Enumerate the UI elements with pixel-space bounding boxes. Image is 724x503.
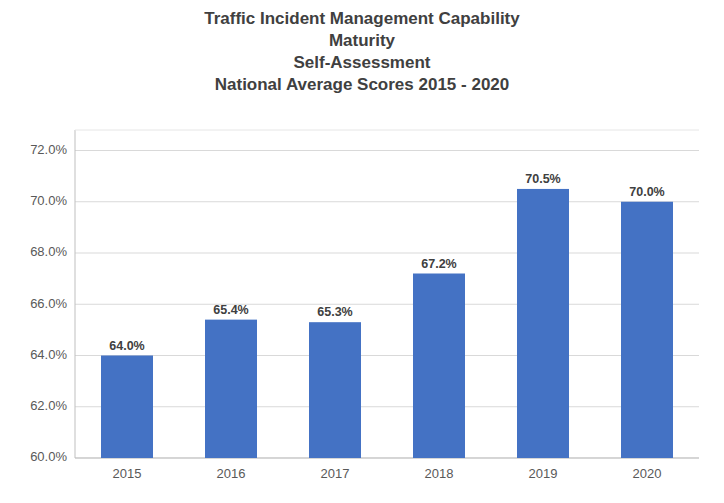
grid-line [75,355,699,356]
x-axis: 2015 2016 2017 2018 2019 2020 [113,466,662,481]
x-tick-label: 2017 [321,466,350,481]
bar [413,274,465,459]
grid-line [75,201,699,202]
y-tick-label: 72.0% [30,142,67,157]
plot-top-edge [75,130,699,131]
x-tick-label: 2020 [633,466,662,481]
grid-line [75,304,699,305]
data-labels: 64.0% 65.4% 65.3% 67.2% 70.5% 70.0% [109,172,664,353]
y-axis-line [75,130,76,458]
data-label: 65.4% [213,303,248,317]
page: {"chart_data": {"type": "bar", "title": … [0,0,724,503]
grid-line [75,458,699,459]
y-tick-label: 64.0% [30,347,67,362]
x-tick-label: 2015 [113,466,142,481]
title-line: Self-Assessment [293,53,430,72]
x-tick-label: 2016 [217,466,246,481]
data-label: 70.5% [525,172,560,186]
data-label: 70.0% [629,185,664,199]
bar [309,322,361,458]
y-tick-label: 68.0% [30,244,67,259]
grid-line [75,406,699,407]
chart-svg: Traffic Incident Management Capability Ma… [0,0,724,503]
bar [205,320,257,458]
bar [101,356,153,459]
data-label: 67.2% [421,257,456,271]
grid-line [75,253,699,254]
grid [75,151,699,459]
y-tick-label: 60.0% [30,449,67,464]
grid-line [75,150,699,151]
x-tick-label: 2019 [529,466,558,481]
y-axis: 60.0% 62.0% 64.0% 66.0% 68.0% 70.0% 72.0% [30,130,699,464]
title-line: Maturity [329,31,396,50]
bar [517,189,569,458]
title-line: Traffic Incident Management Capability [204,9,520,28]
y-tick-label: 70.0% [30,193,67,208]
x-tick-label: 2018 [425,466,454,481]
chart-title: Traffic Incident Management Capability Ma… [204,9,520,94]
y-tick-label: 62.0% [30,398,67,413]
y-tick-label: 66.0% [30,296,67,311]
data-label: 64.0% [109,339,144,353]
title-line: National Average Scores 2015 - 2020 [215,75,510,94]
bars [101,189,673,458]
bar [621,202,673,458]
data-label: 65.3% [317,305,352,319]
x-axis-line [75,458,699,459]
chart-container: Traffic Incident Management Capability Ma… [0,0,724,503]
